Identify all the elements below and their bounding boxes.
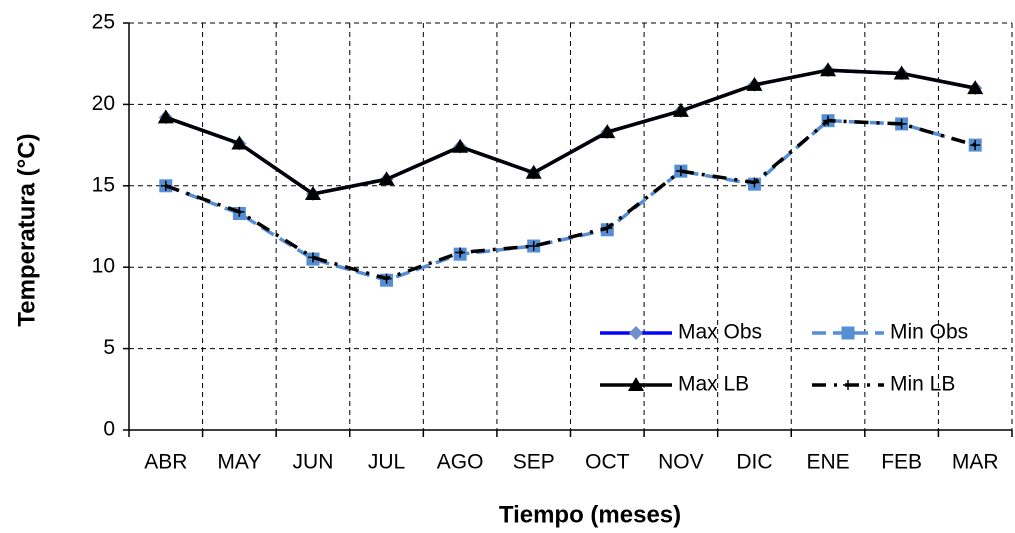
point (234, 206, 245, 217)
point (378, 171, 395, 186)
point (893, 65, 910, 80)
x-tick-label: AGO (437, 451, 484, 474)
point (820, 62, 837, 77)
point (231, 135, 248, 150)
point (528, 241, 539, 252)
point (628, 377, 644, 391)
series-line (165, 118, 976, 281)
x-tick-label: MAR (952, 451, 999, 474)
point (602, 223, 613, 234)
point (896, 118, 907, 129)
point (307, 252, 318, 263)
y-tick-label: 10 (92, 255, 115, 278)
point (967, 80, 984, 95)
point (157, 109, 174, 124)
x-axis-title: Tiempo (meses) (499, 501, 681, 528)
legend-label: Min LB (890, 373, 955, 396)
series-line (165, 68, 976, 196)
point (843, 380, 853, 390)
y-tick-label: 20 (92, 92, 115, 115)
point (970, 140, 981, 151)
point (746, 76, 763, 91)
point (525, 164, 542, 179)
y-tick-label: 25 (92, 11, 115, 34)
point (381, 273, 392, 284)
point (455, 247, 466, 258)
legend-label: Max Obs (678, 321, 762, 344)
x-tick-label: OCT (585, 451, 630, 474)
x-tick-label: JUL (368, 451, 405, 474)
y-tick-label: 5 (103, 336, 115, 359)
x-tick-label: ABR (144, 451, 187, 474)
x-tick-label: DIC (736, 451, 772, 474)
x-tick-label: JUN (293, 451, 334, 474)
point (629, 326, 643, 340)
point (841, 326, 855, 340)
point (160, 180, 171, 191)
x-tick-label: MAY (217, 451, 261, 474)
x-tick-label: NOV (658, 451, 704, 474)
x-tick-label: ENE (806, 451, 849, 474)
point (304, 185, 321, 200)
point (823, 115, 834, 126)
point (672, 102, 689, 117)
y-tick-label: 0 (103, 418, 115, 441)
y-tick-label: 15 (92, 173, 115, 196)
point (452, 138, 469, 153)
point (675, 166, 686, 177)
point (599, 124, 616, 139)
point (749, 177, 760, 188)
x-tick-label: SEP (513, 451, 555, 474)
x-tick-label: FEB (881, 451, 922, 474)
legend-label: Max LB (678, 373, 749, 396)
legend-label: Min Obs (890, 321, 968, 344)
y-axis-title: Temperatura (°C) (13, 133, 40, 326)
